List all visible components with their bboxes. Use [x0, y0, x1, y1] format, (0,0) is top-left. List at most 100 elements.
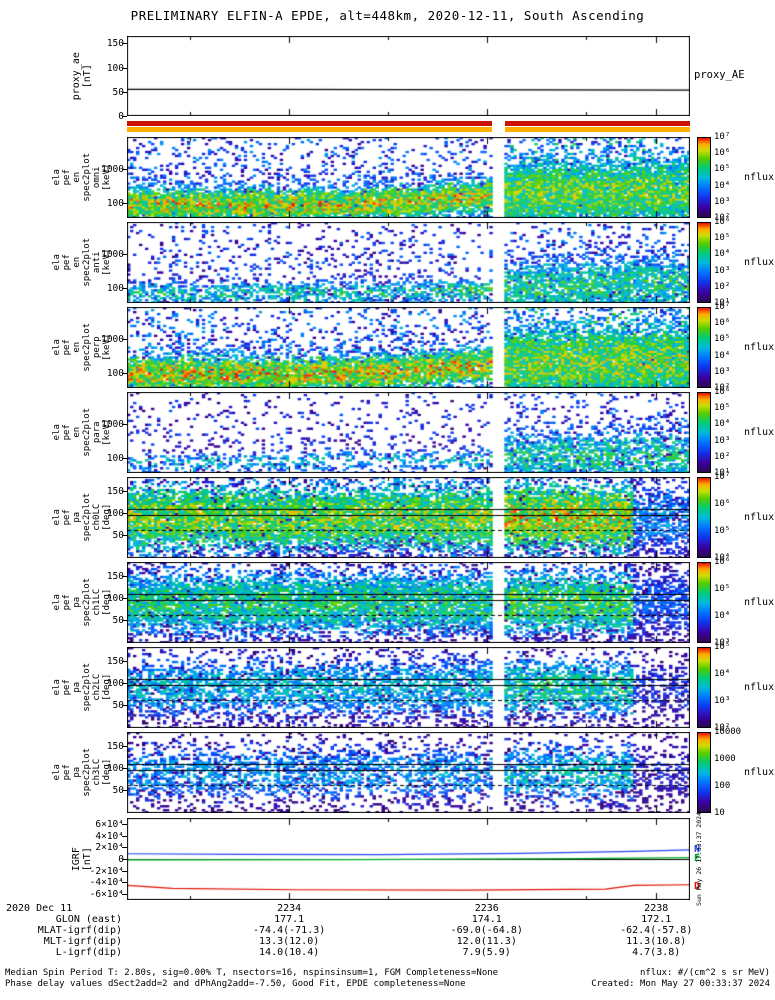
colorbar-tick-label: 10⁵ [714, 233, 731, 244]
axis-value: 11.3(10.8) [626, 936, 687, 947]
axis-row-label: MLT-igrf(dip) [43, 936, 122, 947]
proxy_ae-right-label: proxy_AE [694, 69, 745, 81]
colorbar-tick-label: 10⁴ [714, 669, 731, 679]
colorbar-title: nflux [744, 681, 775, 693]
flag-bar-segment [127, 127, 492, 132]
colorbar-title: nflux [744, 426, 775, 438]
footer-spin-period: Median Spin Period T: 2.80s, sig=0.00% T… [5, 968, 499, 978]
ytick-mark [122, 116, 127, 117]
axis-value: -74.4(-71.3) [253, 925, 326, 936]
colorbar-tick-label: 10⁵ [714, 334, 731, 345]
colorbar-tick-label: 10⁷ [714, 302, 731, 312]
date-label: 2020 Dec 11 [6, 903, 73, 914]
axis-value: 13.3(12.0) [259, 936, 320, 947]
colorbar-en_anti [697, 222, 711, 303]
ytick-label-en_omni: 100 [106, 197, 124, 209]
colorbar-en_perp [697, 307, 711, 388]
ytick-label-pa_ch2: 150 [106, 655, 124, 667]
ytick-mark [122, 871, 127, 872]
time-tick-label: 2236 [474, 903, 499, 914]
ytick-mark [122, 92, 127, 93]
ytick-label-igrf: -4×10⁴ [89, 877, 124, 889]
colorbar-tick-label: 10³ [714, 265, 731, 276]
en_para-spectrogram [127, 392, 690, 473]
colorbar-tick-label: 10⁴ [714, 350, 731, 361]
ytick-mark [122, 705, 127, 706]
ytick-label-pa_ch0: 150 [106, 485, 124, 497]
axis-row-3: MLT-igrf(dip) 13.3(12.0) 12.0(11.3) 11.3(10… [0, 936, 775, 947]
axis-value: 172.1 [641, 914, 672, 925]
ytick-mark [122, 203, 127, 204]
colorbar-tick-label: 10⁶ [714, 499, 731, 509]
colorbar-tick-label: 10 [714, 808, 725, 818]
axis-row-label: L-igrf(dip) [55, 947, 122, 958]
colorbar-tick-label: 10⁶ [714, 387, 731, 397]
colorbar-tick-label: 10² [714, 383, 731, 393]
footer-nflux-units: nflux: #/(cm^2 s sr MeV) [639, 968, 770, 978]
axis-row-label: MLAT-igrf(dip) [37, 925, 122, 936]
ytick-mark [122, 288, 127, 289]
ytick-mark [122, 373, 127, 374]
ytick-label-igrf: 4×10⁴ [95, 830, 124, 842]
en_perp-axis-label-text: ela pef en spec2plot perp [keV] [51, 323, 113, 372]
time-tick-label: 2234 [277, 903, 302, 914]
axis-row-label: GLON (east) [55, 914, 122, 925]
colorbar-tick-label: 10³ [714, 638, 731, 648]
pa_ch2-spectrogram [127, 647, 690, 728]
ytick-label-igrf: 6×10⁴ [95, 818, 124, 830]
colorbar-tick-label: 10² [714, 213, 731, 223]
ytick-label-pa_ch3: 100 [106, 762, 124, 774]
ytick-label-proxy_ae: 100 [106, 62, 124, 74]
en_anti-axis-label-text: ela pef en spec2plot anti [keV] [51, 238, 113, 287]
colorbar-tick-label: 10⁴ [714, 249, 731, 260]
series-label-D: D [694, 880, 701, 892]
ytick-mark [122, 768, 127, 769]
colorbar-tick-label: 10³ [714, 366, 731, 377]
colorbar-tick-label: 10² [714, 281, 731, 292]
ytick-label-pa_ch2: 50 [112, 700, 124, 712]
en_omni-axis-label-text: ela pef en spec2plot omni [keV] [51, 153, 113, 202]
colorbar-tick-label: 10⁵ [714, 584, 731, 594]
pa_ch0-spectrogram [127, 477, 690, 558]
ytick-label-pa_ch1: 100 [106, 592, 124, 604]
ytick-mark [122, 836, 127, 837]
colorbar-tick-label: 10³ [714, 696, 731, 706]
colorbar-pa_ch2 [697, 647, 711, 728]
axis-value: 4.7(3.8) [632, 947, 681, 958]
ytick-label-pa_ch0: 100 [106, 507, 124, 519]
ytick-label-igrf: -2×10⁴ [89, 865, 124, 877]
colorbar-tick-label: 1000 [714, 754, 736, 764]
ytick-mark [122, 68, 127, 69]
ytick-label-pa_ch0: 50 [112, 530, 124, 542]
ytick-mark [122, 339, 127, 340]
colorbar-tick-label: 10¹ [714, 298, 731, 308]
ytick-label-en_anti: 100 [106, 282, 124, 294]
ytick-mark [122, 491, 127, 492]
science-zone-flag-strip [127, 121, 690, 132]
colorbar-tick-label: 10⁴ [714, 180, 731, 191]
ytick-mark [122, 513, 127, 514]
flag-bar-segment [504, 121, 690, 126]
en_para-axis-label-text: ela pef en spec2plot para [keV] [51, 408, 113, 457]
colorbar-tick-label: 10⁴ [714, 611, 731, 621]
ytick-mark [122, 824, 127, 825]
colorbar-tick-label: 10000 [714, 727, 742, 737]
ytick-label-pa_ch2: 100 [106, 677, 124, 689]
ytick-label-pa_ch1: 150 [106, 570, 124, 582]
footer-phase-delay: Phase delay values dSect2add=2 and dPhAn… [5, 979, 466, 989]
colorbar-tick-label: 10⁷ [714, 472, 731, 482]
axis-value: 14.0(10.4) [259, 947, 320, 958]
ytick-label-en_perp: 1000 [101, 333, 124, 345]
vertical-timestamp-text: Sun May 26 17:33:37 2024 [695, 812, 704, 906]
en_perp-spectrogram [127, 307, 690, 388]
colorbar-tick-label: 10⁵ [714, 642, 731, 652]
footer-created-timestamp: Created: Mon May 27 00:33:37 2024 [591, 979, 770, 989]
ytick-label-pa_ch3: 150 [106, 740, 124, 752]
ytick-label-en_para: 100 [106, 452, 124, 464]
ytick-mark [122, 894, 127, 895]
ytick-mark [122, 847, 127, 848]
colorbar-title: nflux [744, 511, 775, 523]
series-label-N: N [694, 843, 701, 855]
axis-value: 174.1 [471, 914, 502, 925]
colorbar-tick-label: 100 [714, 781, 731, 791]
